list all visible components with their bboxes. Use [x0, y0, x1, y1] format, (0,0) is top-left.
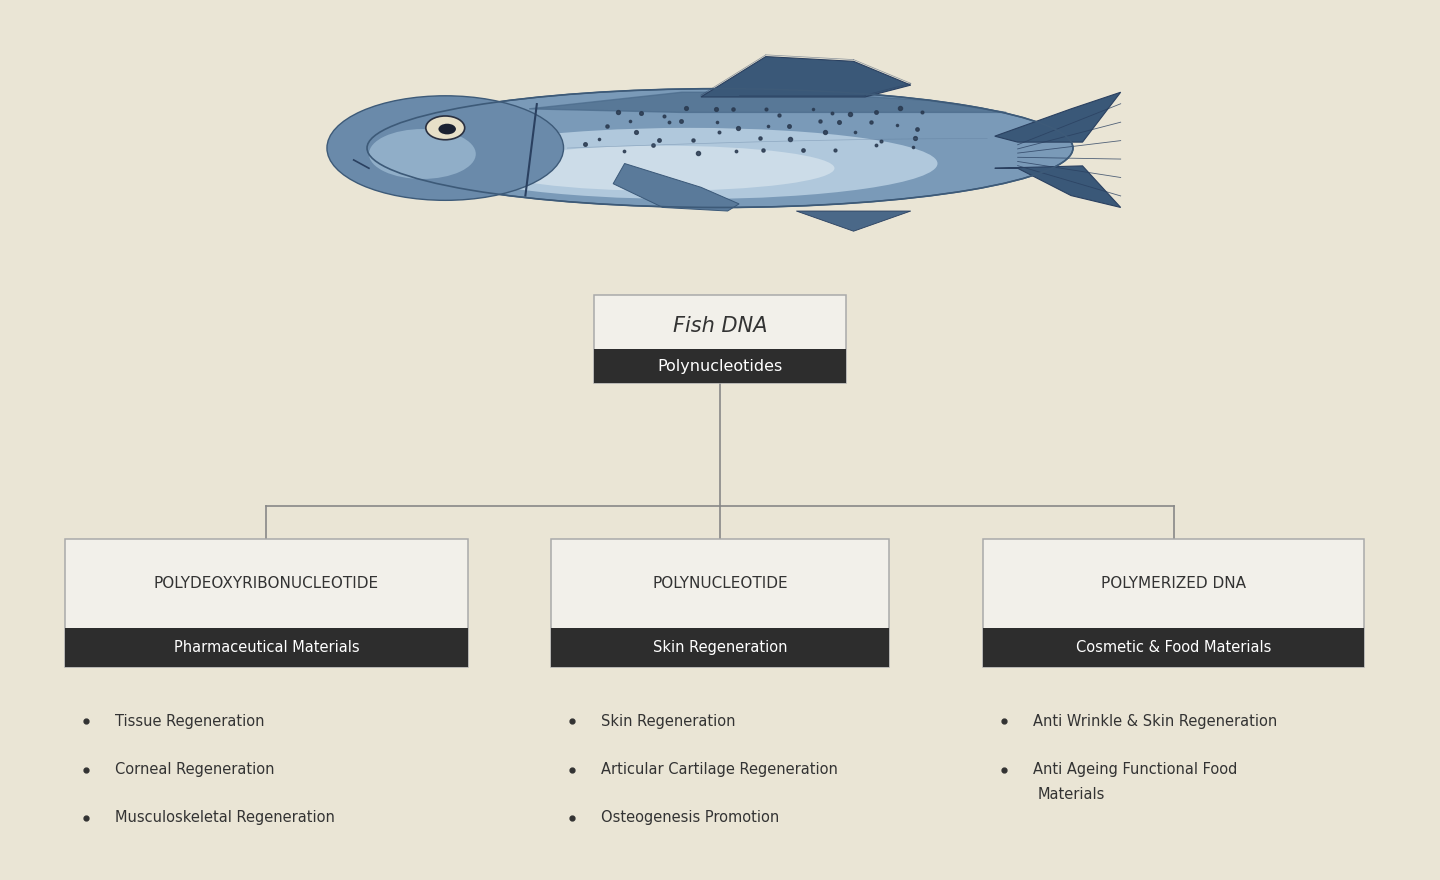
- Polygon shape: [995, 165, 1120, 208]
- Polygon shape: [613, 164, 739, 211]
- Ellipse shape: [491, 146, 835, 191]
- Text: Musculoskeletal Regeneration: Musculoskeletal Regeneration: [115, 810, 336, 825]
- FancyBboxPatch shape: [982, 539, 1364, 667]
- Text: Pharmaceutical Materials: Pharmaceutical Materials: [174, 640, 359, 655]
- FancyBboxPatch shape: [65, 539, 468, 667]
- Text: Materials: Materials: [1037, 788, 1104, 803]
- Text: Anti Ageing Functional Food: Anti Ageing Functional Food: [1032, 762, 1237, 777]
- Ellipse shape: [442, 128, 937, 199]
- Text: POLYMERIZED DNA: POLYMERIZED DNA: [1102, 576, 1246, 591]
- Polygon shape: [701, 56, 912, 97]
- Circle shape: [438, 124, 456, 135]
- Ellipse shape: [367, 89, 1073, 208]
- Text: Osteogenesis Promotion: Osteogenesis Promotion: [602, 810, 779, 825]
- Polygon shape: [530, 92, 1007, 113]
- Polygon shape: [796, 211, 912, 231]
- FancyBboxPatch shape: [595, 295, 845, 383]
- Text: Fish DNA: Fish DNA: [672, 316, 768, 335]
- Ellipse shape: [327, 96, 563, 201]
- Text: Skin Regeneration: Skin Regeneration: [652, 640, 788, 655]
- FancyBboxPatch shape: [65, 628, 468, 667]
- Text: Articular Cartilage Regeneration: Articular Cartilage Regeneration: [602, 762, 838, 777]
- FancyBboxPatch shape: [982, 628, 1364, 667]
- FancyBboxPatch shape: [550, 628, 888, 667]
- Text: Cosmetic & Food Materials: Cosmetic & Food Materials: [1076, 640, 1272, 655]
- Text: Anti Wrinkle & Skin Regeneration: Anti Wrinkle & Skin Regeneration: [1032, 714, 1277, 729]
- Text: POLYDEOXYRIBONUCLEOTIDE: POLYDEOXYRIBONUCLEOTIDE: [154, 576, 379, 591]
- Polygon shape: [995, 92, 1120, 143]
- Ellipse shape: [369, 129, 475, 179]
- Text: Skin Regeneration: Skin Regeneration: [602, 714, 736, 729]
- FancyBboxPatch shape: [550, 539, 888, 667]
- Text: Tissue Regeneration: Tissue Regeneration: [115, 714, 265, 729]
- Text: POLYNUCLEOTIDE: POLYNUCLEOTIDE: [652, 576, 788, 591]
- Text: Polynucleotides: Polynucleotides: [658, 358, 782, 374]
- Circle shape: [426, 116, 465, 140]
- FancyBboxPatch shape: [595, 349, 845, 383]
- Text: Corneal Regeneration: Corneal Regeneration: [115, 762, 275, 777]
